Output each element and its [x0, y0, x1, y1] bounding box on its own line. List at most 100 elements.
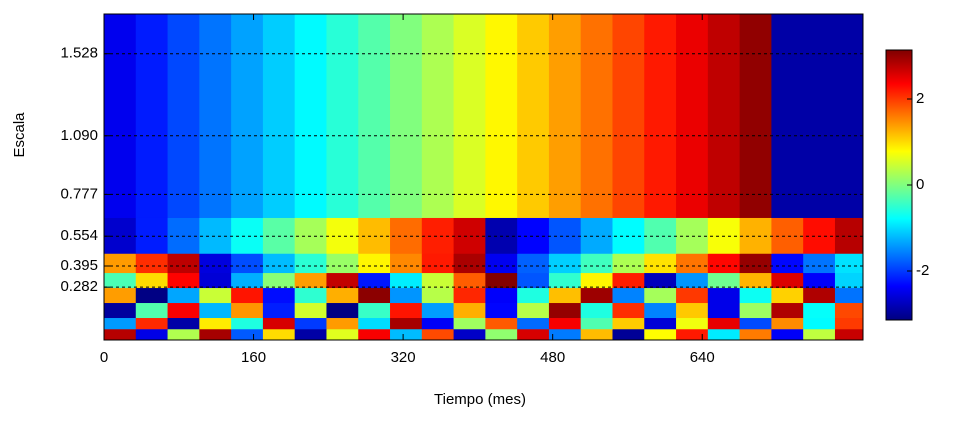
heatmap-cell: [834, 217, 864, 254]
heatmap-cell: [517, 287, 550, 304]
heatmap-cell: [294, 253, 327, 274]
heatmap-cell: [676, 302, 709, 319]
heatmap-cell: [390, 14, 423, 218]
heatmap-cell: [326, 217, 359, 254]
heatmap-cell: [199, 253, 232, 274]
heatmap-cell: [739, 328, 772, 341]
heatmap-cell: [135, 14, 169, 218]
heatmap-cell: [421, 217, 455, 254]
heatmap-cell: [294, 317, 327, 330]
heatmap-cell: [517, 253, 550, 274]
heatmap-cell: [104, 217, 137, 254]
heatmap-cell: [167, 253, 200, 274]
heatmap-cell: [231, 253, 264, 274]
heatmap-cell: [612, 14, 645, 218]
heatmap-cell: [580, 272, 613, 289]
heatmap-cell: [771, 253, 804, 274]
heatmap-cell: [612, 287, 645, 304]
heatmap-cell: [358, 217, 391, 254]
heatmap-cell: [262, 253, 296, 274]
heatmap-cell: [358, 317, 391, 330]
heatmap-cell: [104, 328, 137, 341]
heatmap-cell: [707, 253, 741, 274]
heatmap-cell: [548, 287, 582, 304]
heatmap-cell: [676, 272, 709, 289]
y-tick-label: 1.528: [60, 45, 98, 62]
heatmap-cell: [135, 317, 169, 330]
heatmap-cell: [739, 253, 772, 274]
heatmap-cell: [548, 14, 582, 218]
heatmap-cell: [612, 217, 645, 254]
heatmap-cell: [548, 217, 582, 254]
heatmap-cell: [707, 328, 741, 341]
heatmap-cell: [167, 302, 200, 319]
heatmap-cell: [104, 287, 137, 304]
heatmap-cell: [517, 217, 550, 254]
heatmap-cell: [834, 272, 864, 289]
heatmap-cell: [644, 328, 677, 341]
heatmap-cell: [231, 287, 264, 304]
heatmap-cell: [834, 302, 864, 319]
heatmap-cell: [104, 317, 137, 330]
heatmap-cell: [771, 302, 804, 319]
heatmap-cell: [358, 14, 391, 218]
heatmap-cell: [580, 287, 613, 304]
heatmap-cell: [707, 217, 741, 254]
heatmap-cell: [262, 287, 296, 304]
x-tick-label: 480: [540, 349, 565, 366]
heatmap-cell: [580, 317, 613, 330]
heatmap-cell: [199, 317, 232, 330]
heatmap-cell: [453, 302, 486, 319]
heatmap-cell: [580, 253, 613, 274]
heatmap-cell: [135, 253, 169, 274]
heatmap-cell: [739, 217, 772, 254]
heatmap-cell: [453, 328, 486, 341]
heatmap-cell: [326, 328, 359, 341]
heatmap-cell: [104, 272, 137, 289]
heatmap-cell: [644, 253, 677, 274]
heatmap-cell: [580, 217, 613, 254]
heatmap-cell: [390, 253, 423, 274]
heatmap-cell: [834, 287, 864, 304]
x-axis-label: Tiempo (mes): [434, 391, 526, 408]
colorbar-tick-label: 2: [916, 90, 924, 107]
heatmap-cell: [453, 217, 486, 254]
x-tick-label: 640: [690, 349, 715, 366]
heatmap-cell: [390, 272, 423, 289]
heatmap-cell: [612, 272, 645, 289]
heatmap-cell: [739, 302, 772, 319]
heatmap-cell: [676, 14, 709, 218]
y-tick-label: 0.554: [60, 227, 98, 244]
heatmap-cell: [358, 328, 391, 341]
heatmap-cell: [262, 302, 296, 319]
heatmap-cell: [707, 302, 741, 319]
y-tick-label: 0.282: [60, 278, 98, 295]
heatmap-cell: [135, 328, 169, 341]
heatmap-cell: [580, 328, 613, 341]
heatmap-cell: [453, 253, 486, 274]
colorbar-tick-label: 0: [916, 176, 924, 193]
heatmap-cell: [262, 217, 296, 254]
heatmap-cell: [803, 14, 836, 218]
heatmap-cell: [326, 302, 359, 319]
heatmap-cell: [644, 14, 677, 218]
heatmap-cell: [707, 272, 741, 289]
heatmap-cell: [167, 287, 200, 304]
heatmap-cell: [231, 217, 264, 254]
heatmap-cell: [517, 272, 550, 289]
heatmap-cell: [644, 217, 677, 254]
heatmap-cell: [834, 14, 864, 218]
heatmap-cell: [676, 328, 709, 341]
heatmap-cell: [485, 317, 518, 330]
y-tick-label: 0.395: [60, 257, 98, 274]
heatmap-cell: [421, 287, 455, 304]
heatmap-cell: [135, 217, 169, 254]
heatmap-cell: [771, 14, 804, 218]
heatmap-cell: [199, 302, 232, 319]
heatmap-cell: [517, 302, 550, 319]
heatmap-cell: [231, 328, 264, 341]
heatmap-cell: [135, 272, 169, 289]
heatmap-cell: [803, 253, 836, 274]
heatmap-cell: [326, 287, 359, 304]
heatmap-cell: [707, 287, 741, 304]
